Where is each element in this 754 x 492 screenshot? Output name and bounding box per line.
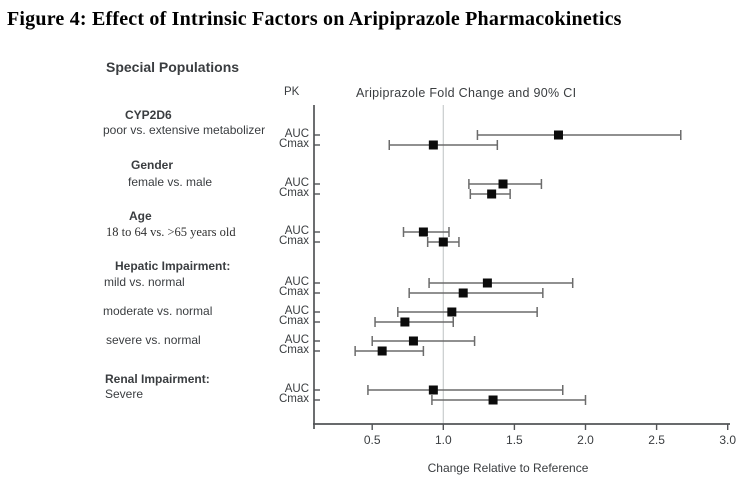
group-label: Renal Impairment: (105, 372, 210, 386)
group-label: Age (129, 209, 152, 223)
pk-label-cmax: Cmax (278, 138, 309, 150)
section-header: Special Populations (106, 59, 240, 75)
pk-label-auc: AUC (284, 276, 309, 288)
point-estimate (487, 189, 497, 199)
x-axis-label: Change Relative to Reference (427, 461, 589, 475)
group-sublabel: Severe (105, 387, 144, 401)
point-estimate (438, 237, 448, 247)
pk-column-header: PK (284, 86, 300, 98)
group-label: CYP2D6 (125, 108, 172, 122)
pk-label-cmax: Cmax (278, 286, 309, 298)
point-estimate (408, 336, 418, 346)
figure-title: Figure 4: Effect of Intrinsic Factors on… (7, 8, 622, 30)
point-estimate (400, 317, 410, 327)
point-estimate (428, 140, 438, 150)
x-tick-label: 2.0 (577, 433, 594, 447)
group-sublabel: moderate vs. normal (103, 304, 213, 318)
x-tick-label: 1.5 (506, 433, 523, 447)
pk-label-cmax: Cmax (278, 344, 309, 356)
point-estimate (488, 395, 498, 405)
x-tick-label: 2.5 (648, 433, 665, 447)
point-estimate (553, 130, 563, 140)
pk-label-cmax: Cmax (278, 315, 309, 327)
pk-label-cmax: Cmax (278, 235, 309, 247)
group-sublabel: severe vs. normal (106, 333, 201, 347)
pk-label-auc: AUC (284, 128, 309, 140)
x-tick-label: 0.5 (364, 433, 381, 447)
x-tick-label: 3.0 (719, 433, 736, 447)
pk-label-cmax: Cmax (278, 393, 309, 405)
pk-label-auc: AUC (284, 305, 309, 317)
point-estimate (428, 385, 438, 395)
point-estimate (447, 307, 457, 317)
point-estimate (498, 179, 508, 189)
pk-label-auc: AUC (284, 334, 309, 346)
group-sublabel: female vs. male (128, 175, 213, 189)
pk-label-cmax: Cmax (278, 187, 309, 199)
pk-label-auc: AUC (284, 383, 309, 395)
pk-label-auc: AUC (284, 225, 309, 237)
point-estimate (458, 288, 468, 298)
point-estimate (418, 227, 428, 237)
group-label: Hepatic Impairment: (115, 259, 231, 273)
group-sublabel: mild vs. normal (104, 275, 185, 289)
pk-label-auc: AUC (284, 177, 309, 189)
group-label: Gender (131, 158, 174, 172)
point-estimate (482, 278, 492, 288)
point-estimate (377, 346, 387, 356)
x-tick-label: 1.0 (435, 433, 452, 447)
chart-title: Aripiprazole Fold Change and 90% CI (356, 86, 577, 100)
group-sublabel: poor vs. extensive metabolizer (103, 123, 266, 137)
group-sublabel: 18 to 64 vs. >65 years old (106, 225, 236, 239)
